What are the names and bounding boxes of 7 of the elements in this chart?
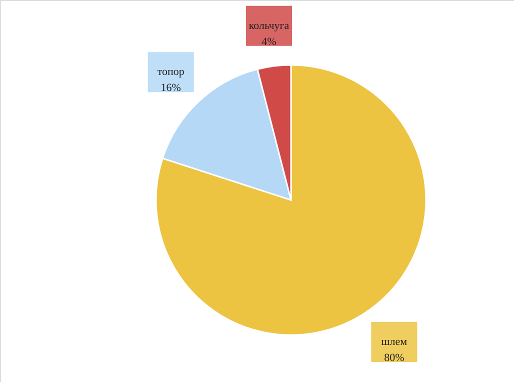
slice-label: шлем [381, 336, 408, 348]
data-label: 4% [262, 36, 276, 48]
data-label: 80% [384, 352, 404, 364]
pie-slice [155, 64, 427, 336]
slice-label: топор [157, 66, 185, 78]
data-label: 16% [160, 82, 181, 94]
slice-label: кольчуга [248, 20, 290, 32]
